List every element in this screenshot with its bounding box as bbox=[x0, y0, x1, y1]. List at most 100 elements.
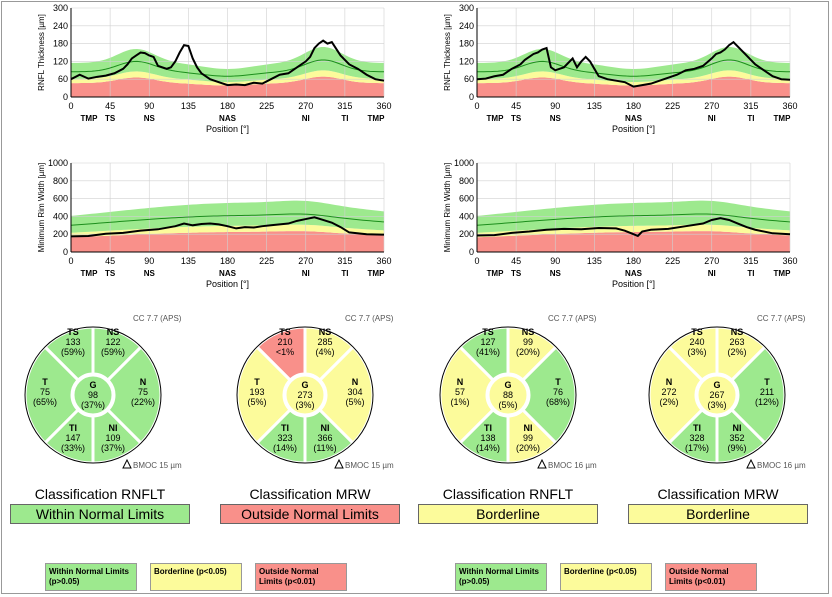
right-mrw-xtick-label: 270 bbox=[704, 256, 719, 266]
right-mrw-sector-label: TMP bbox=[774, 269, 792, 278]
left-mrw-ytick-label: 1000 bbox=[48, 158, 68, 168]
right-mrw-xlabel: Position [°] bbox=[612, 279, 655, 289]
sector-code: TS bbox=[67, 327, 79, 337]
classification-mrw-title-left: Classification MRW bbox=[249, 486, 371, 502]
left-mrw-xtick-label: 135 bbox=[181, 256, 196, 266]
left-mrw-sector-label: NI bbox=[302, 269, 310, 278]
left-mrw-normal-mean-line bbox=[70, 213, 385, 226]
right-rnflt-xtick-label: 225 bbox=[665, 101, 680, 111]
sector-value: 127 bbox=[480, 337, 495, 347]
classification-rnflt-result-left: Within Normal Limits bbox=[10, 504, 190, 524]
sector-percentile: (1%) bbox=[450, 397, 469, 407]
sector-percentile: (11%) bbox=[313, 443, 336, 453]
sector-circle-4 bbox=[647, 325, 787, 469]
left-mrw-xtick-label: 360 bbox=[376, 256, 391, 266]
bmoc-label: BMOC 15 µm bbox=[133, 461, 182, 470]
sector-code: TI bbox=[281, 423, 289, 433]
left-mrw-ytick-label: 400 bbox=[53, 211, 68, 221]
sector-global bbox=[487, 374, 529, 416]
classification-mrw-result-right: Borderline bbox=[628, 504, 808, 524]
right-mrw-patient-line bbox=[476, 217, 791, 238]
sector-value: 285 bbox=[317, 337, 332, 347]
sector-value: 267 bbox=[709, 390, 724, 400]
sector-outline bbox=[439, 326, 577, 464]
left-rnflt-xtick-label: 0 bbox=[68, 101, 73, 111]
sector-value: 272 bbox=[661, 387, 676, 397]
sector-value: 210 bbox=[277, 337, 292, 347]
sector-value: 366 bbox=[317, 433, 332, 443]
sector-percentile: (3%) bbox=[687, 347, 706, 357]
left-rnflt-ytick-label: 180 bbox=[53, 39, 68, 49]
sector-value: 99 bbox=[523, 433, 533, 443]
sector-outline bbox=[236, 326, 374, 464]
legend-borderline-right: Borderline (p<0.05) bbox=[560, 563, 652, 591]
sector-value: 352 bbox=[729, 433, 744, 443]
cc-label: CC 7.7 (APS) bbox=[133, 314, 182, 323]
left-mrw-sector-label: TI bbox=[341, 269, 348, 278]
right-mrw-ytick-label: 0 bbox=[469, 247, 474, 257]
sector-circle-1 bbox=[23, 325, 163, 469]
sector-value: 304 bbox=[347, 387, 362, 397]
sector-value: 147 bbox=[65, 433, 80, 443]
sector-value: 76 bbox=[553, 387, 563, 397]
right-mrw-normal-mean-line bbox=[476, 213, 791, 226]
right-mrw-sector-label: TS bbox=[511, 269, 522, 278]
sector-percentile: (14%) bbox=[476, 443, 500, 453]
cc-label: CC 7.7 (APS) bbox=[757, 314, 806, 323]
right-mrw-ylabel: Minimum Rim Width [µm] bbox=[443, 163, 452, 253]
bmoc-label: BMOC 16 µm bbox=[548, 461, 597, 470]
left-rnflt-xtick-label: 225 bbox=[259, 101, 274, 111]
right-mrw-sector-label: NI bbox=[708, 269, 716, 278]
sector-code: TI bbox=[484, 423, 492, 433]
legend-outside-right: Outside Normal Limits (p<0.01) bbox=[665, 563, 757, 591]
sector-code: G bbox=[504, 380, 511, 390]
sector-code: NI bbox=[109, 423, 118, 433]
sector-value: 211 bbox=[760, 387, 774, 397]
left-rnflt-ytick-label: 0 bbox=[63, 92, 68, 102]
sector-code: NS bbox=[319, 327, 332, 337]
left-rnflt-xtick-label: 45 bbox=[105, 101, 115, 111]
sector-value: 57 bbox=[455, 387, 465, 397]
sector-percentile: (20%) bbox=[516, 347, 540, 357]
right-rnflt-xtick-label: 0 bbox=[474, 101, 479, 111]
sector-percentile: (33%) bbox=[61, 443, 85, 453]
right-rnflt-ytick-label: 180 bbox=[459, 39, 474, 49]
right-mrw-ytick-label: 1000 bbox=[454, 158, 474, 168]
right-rnflt-sector-label: NI bbox=[708, 114, 716, 123]
sector-code: T bbox=[254, 377, 260, 387]
sector-code: T bbox=[764, 377, 770, 387]
sector-value: 328 bbox=[689, 433, 704, 443]
sector-percentile: (3%) bbox=[295, 400, 314, 410]
sector-percentile: (59%) bbox=[101, 347, 125, 357]
left-mrw-sector-label: TS bbox=[105, 269, 116, 278]
sector-code: N bbox=[666, 377, 673, 387]
sector-percentile: (59%) bbox=[61, 347, 85, 357]
sector-percentile: (37%) bbox=[101, 443, 125, 453]
sector-percentile: (5%) bbox=[345, 397, 364, 407]
sector-outline bbox=[24, 326, 162, 464]
right-rnflt-sector-label: TMP bbox=[487, 114, 505, 123]
right-rnflt-xtick-label: 180 bbox=[626, 101, 641, 111]
left-mrw-chart bbox=[70, 162, 385, 253]
sector-code: N bbox=[140, 377, 147, 387]
left-mrw-xtick-label: 180 bbox=[220, 256, 235, 266]
sector-percentile: (41%) bbox=[476, 347, 500, 357]
right-mrw-xtick-label: 135 bbox=[587, 256, 602, 266]
left-mrw-sector-label: TMP bbox=[81, 269, 99, 278]
bmoc-label: BMOC 16 µm bbox=[757, 461, 806, 470]
sector-value: 323 bbox=[277, 433, 292, 443]
sector-value: 138 bbox=[480, 433, 495, 443]
right-rnflt-ytick-label: 300 bbox=[459, 3, 474, 13]
sector-percentile: (68%) bbox=[546, 397, 570, 407]
right-mrw-xtick-label: 180 bbox=[626, 256, 641, 266]
left-rnflt-xlabel: Position [°] bbox=[206, 124, 249, 134]
left-mrw-xlabel: Position [°] bbox=[206, 279, 249, 289]
left-mrw-sector-label: NS bbox=[144, 269, 156, 278]
right-mrw-xtick-label: 225 bbox=[665, 256, 680, 266]
sector-percentile: (2%) bbox=[659, 397, 678, 407]
right-mrw-ytick-label: 800 bbox=[459, 176, 474, 186]
sector-value: 263 bbox=[729, 337, 744, 347]
right-mrw-sector-label: TI bbox=[747, 269, 754, 278]
sector-percentile: (20%) bbox=[516, 443, 540, 453]
